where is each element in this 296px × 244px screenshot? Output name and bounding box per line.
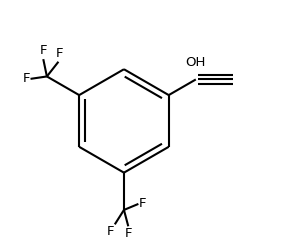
Text: F: F — [107, 225, 114, 238]
Text: F: F — [139, 197, 147, 210]
Text: F: F — [40, 44, 47, 57]
Text: F: F — [22, 72, 30, 85]
Text: OH: OH — [186, 56, 206, 69]
Text: F: F — [56, 47, 63, 60]
Text: F: F — [125, 227, 133, 240]
